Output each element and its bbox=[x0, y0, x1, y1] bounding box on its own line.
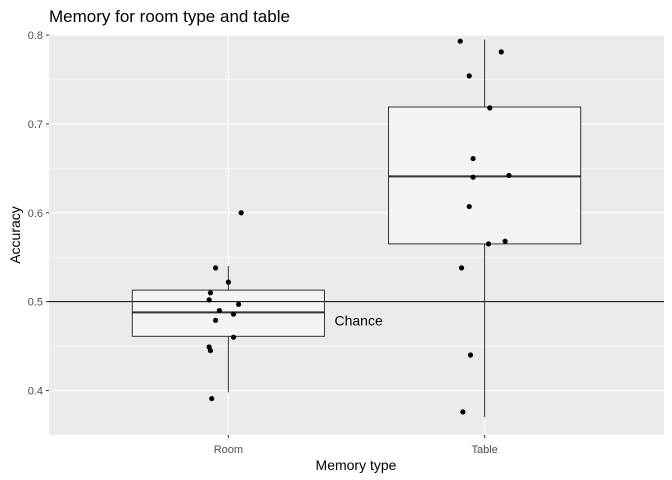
data-point bbox=[498, 49, 504, 55]
data-point bbox=[458, 265, 465, 271]
x-tick-label: Room bbox=[214, 444, 243, 456]
data-point bbox=[466, 73, 472, 79]
data-point bbox=[212, 265, 219, 271]
data-point bbox=[487, 105, 493, 111]
reference-line-label: Chance bbox=[334, 313, 382, 329]
data-point bbox=[502, 238, 508, 244]
data-point bbox=[238, 210, 244, 216]
data-points bbox=[206, 38, 512, 415]
data-point bbox=[470, 155, 476, 162]
data-point bbox=[207, 347, 214, 354]
data-point bbox=[212, 317, 219, 323]
data-point bbox=[466, 203, 472, 210]
chart-title: Memory for room type and table bbox=[49, 7, 290, 26]
data-point bbox=[209, 395, 215, 402]
x-tick-label: Table bbox=[471, 444, 497, 456]
y-tick-label: 0.6 bbox=[28, 208, 43, 220]
y-axis-ticks: 0.4 0.5 0.6 0.7 0.8 bbox=[28, 30, 49, 398]
data-point bbox=[230, 311, 237, 317]
data-point bbox=[207, 290, 214, 296]
x-axis-title: Memory type bbox=[316, 457, 397, 473]
data-point bbox=[230, 334, 237, 340]
data-point bbox=[236, 301, 242, 307]
data-point bbox=[506, 172, 512, 179]
y-tick-label: 0.4 bbox=[28, 386, 43, 398]
y-tick-label: 0.5 bbox=[28, 297, 43, 309]
y-tick-label: 0.8 bbox=[28, 30, 43, 42]
data-point bbox=[225, 279, 231, 285]
data-point bbox=[485, 241, 492, 247]
data-point bbox=[216, 307, 223, 314]
x-axis-ticks: Room Table bbox=[214, 435, 498, 456]
data-point bbox=[470, 174, 476, 180]
data-point bbox=[457, 38, 463, 44]
data-point bbox=[460, 409, 466, 415]
boxplots bbox=[131, 39, 582, 418]
reference-line-group: Chance bbox=[49, 301, 664, 329]
data-point bbox=[206, 297, 212, 303]
y-axis-title: Accuracy bbox=[7, 206, 23, 264]
y-tick-label: 0.7 bbox=[28, 119, 43, 131]
data-point bbox=[467, 352, 474, 358]
